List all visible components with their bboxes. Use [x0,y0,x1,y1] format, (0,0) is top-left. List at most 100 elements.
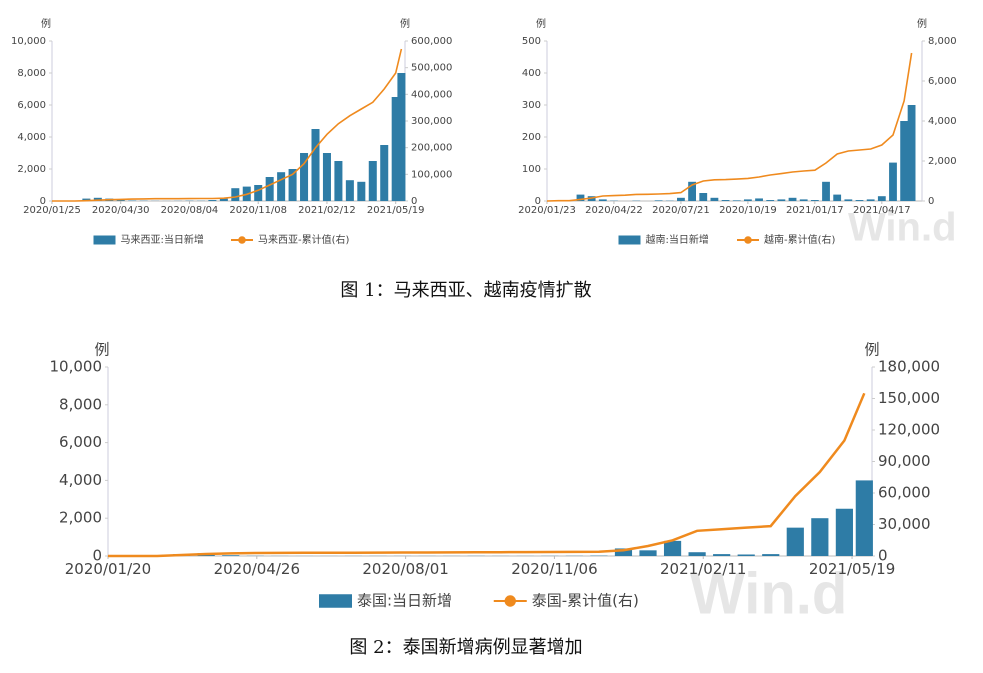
x-tick-label: 2021/01/17 [786,205,844,216]
bar [231,188,239,201]
y-tick-label: 400 [522,68,541,79]
legend-label: 马来西亚:当日新增 [121,233,204,246]
bar [844,199,852,201]
y2-tick-label: 6,000 [928,76,957,87]
y2-tick-label: 8,000 [928,36,957,47]
y2-tick-label: 90,000 [878,452,931,470]
y2-tick-label: 500,000 [411,63,452,74]
x-tick-label: 2021/04/17 [853,205,911,216]
bar [655,200,663,201]
y2-axis-label: 例 [917,17,927,30]
bar [599,199,607,201]
bar [755,198,763,201]
bar [900,121,908,201]
y-tick-label: 6,000 [17,100,46,111]
legend-swatch [94,236,116,245]
x-tick-label: 2020/10/19 [719,205,777,216]
y2-tick-label: 200,000 [411,143,452,154]
bar [856,480,873,556]
y2-tick-label: 180,000 [878,358,940,376]
bar [357,182,365,201]
x-tick-label: 2020/08/01 [362,560,448,578]
x-tick-label: 2020/04/22 [585,205,643,216]
bar [777,199,785,201]
legend-label: 泰国-累计值(右) [532,592,639,610]
y2-tick-label: 100,000 [411,169,452,180]
y2-axis-label: 例 [400,17,410,30]
y-tick-label: 4,000 [17,132,46,143]
x-tick-label: 2020/04/30 [92,205,150,216]
bar [713,554,730,556]
x-tick-label: 2020/01/23 [518,205,576,216]
bar [836,509,853,556]
y-tick-label: 6,000 [59,433,102,451]
bar [811,518,828,556]
bar [334,161,342,201]
y2-tick-label: 30,000 [878,515,931,533]
y-axis-label: 例 [41,17,51,30]
y2-tick-label: 400,000 [411,89,452,100]
x-tick-label: 2020/08/04 [161,205,219,216]
bar [822,182,830,201]
y-tick-label: 8,000 [17,68,46,79]
bar [908,105,916,201]
bar [677,198,685,201]
legend-swatch [505,595,516,606]
y-tick-label: 500 [522,36,541,47]
bar [762,554,779,556]
legend-swatch [238,236,246,244]
legend-swatch [319,594,352,608]
y2-tick-label: 60,000 [878,484,931,502]
y2-tick-label: 300,000 [411,116,452,127]
y2-tick-label: 4,000 [928,116,957,127]
x-tick-label: 2021/02/11 [660,560,746,578]
y-axis-label: 例 [536,17,546,30]
bar [397,73,405,201]
x-tick-label: 2021/05/19 [809,560,895,578]
y-tick-label: 8,000 [59,395,102,413]
y2-axis-label: 例 [864,341,879,359]
x-tick-label: 2020/11/08 [229,205,287,216]
legend-label: 泰国:当日新增 [357,592,452,610]
bar [878,196,886,201]
bar [254,185,262,201]
y-tick-label: 100 [522,164,541,175]
x-tick-label: 2020/07/21 [652,205,710,216]
bar [711,198,719,201]
x-tick-label: 2020/04/26 [214,560,300,578]
bar [266,177,274,201]
bar [689,552,706,556]
bar [789,198,797,201]
y2-tick-label: 120,000 [878,421,940,439]
y2-tick-label: 0 [928,196,934,207]
chart: 例例010020030040050002,0004,0006,0008,0002… [518,17,956,246]
bar [323,153,331,201]
x-tick-label: 2021/05/19 [367,205,425,216]
line [52,49,401,201]
bar [766,200,774,201]
bar [787,528,804,556]
y2-tick-label: 2,000 [928,156,957,167]
line [547,53,912,201]
bar [208,200,216,201]
bar [856,200,864,201]
bar [369,161,377,201]
bar [738,554,755,556]
bar [699,193,707,201]
bar [639,550,656,556]
legend-label: 马来西亚-累计值(右) [258,233,350,246]
legend-label: 越南-累计值(右) [764,233,836,246]
bar [277,172,285,201]
bar [346,180,354,201]
bar [380,145,388,201]
legend-swatch [744,236,752,244]
x-tick-label: 2020/01/25 [23,205,81,216]
legend-label: 越南:当日新增 [646,233,709,246]
bar [800,199,808,201]
bar [222,555,239,556]
y-tick-label: 10,000 [50,358,103,376]
y-tick-label: 10,000 [11,36,46,47]
caption: 图 2：泰国新增病例显著增加 [349,637,582,658]
bar [744,199,752,201]
bar [733,200,741,201]
